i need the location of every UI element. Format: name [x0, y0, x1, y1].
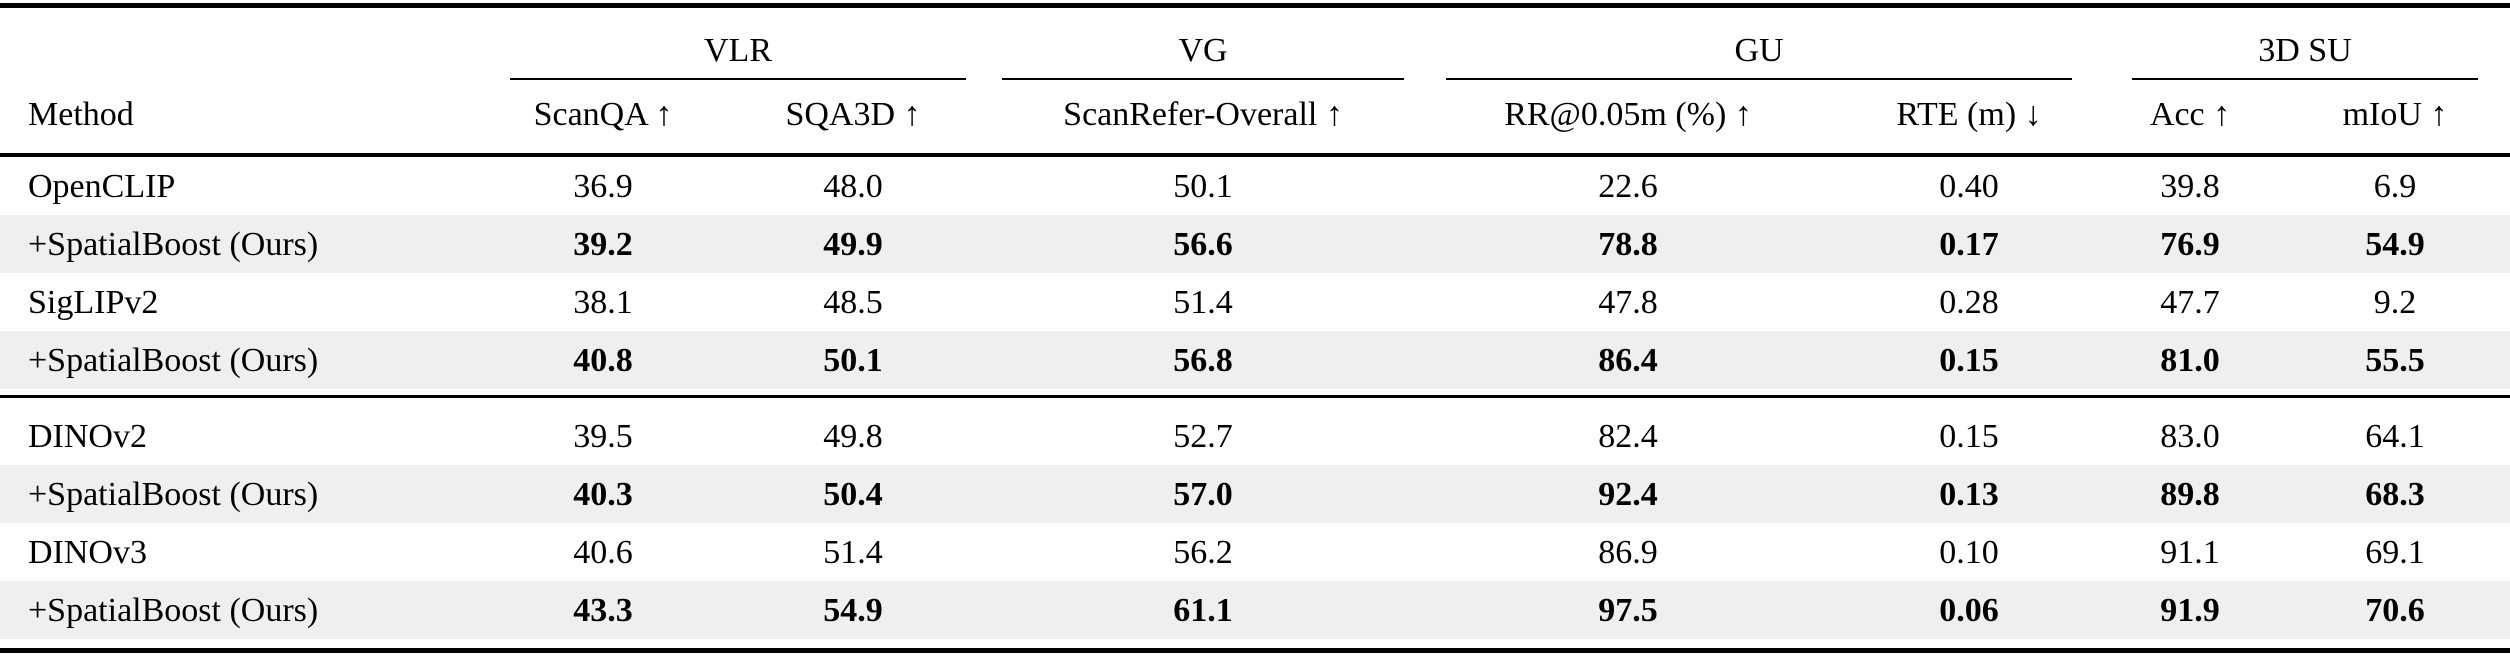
bottom-gap-row	[0, 639, 2510, 651]
group-header-vlr: VLR	[488, 6, 988, 80]
table-row-spatialboost-siglipv2: +SpatialBoost (Ours) 40.8 50.1 56.8 86.4…	[0, 331, 2510, 390]
value-cell: 83.0	[2160, 417, 2220, 455]
value-cell: 22.6	[1598, 167, 1658, 205]
value-cell: 0.15	[1939, 417, 1999, 455]
value-cell: 39.2	[573, 225, 633, 263]
value-cell: 0.13	[1939, 475, 1999, 513]
value-cell: 82.4	[1598, 417, 1658, 455]
column-header-rte: RTE (m) ↓	[1838, 80, 2101, 158]
value-cell: 48.0	[823, 167, 883, 205]
bottom-gap-cell	[0, 639, 2510, 651]
value-cell: 56.8	[1173, 341, 1233, 379]
value-cell: 49.8	[823, 417, 883, 455]
column-header-scanrefer: ScanRefer-Overall ↑	[988, 80, 1418, 158]
value-cell: 39.5	[573, 417, 633, 455]
method-cell: +SpatialBoost (Ours)	[28, 475, 319, 513]
group-header-row: VLR VG GU 3D SU	[0, 6, 2510, 81]
value-cell: 89.8	[2160, 475, 2220, 513]
value-cell: 0.15	[1939, 341, 1999, 379]
group-label-vg: VG	[1178, 31, 1228, 69]
value-cell: 51.4	[823, 533, 883, 571]
value-cell: 54.9	[823, 591, 883, 629]
value-cell: 0.10	[1939, 533, 1999, 571]
group-label-vlr: VLR	[704, 31, 772, 69]
value-cell: 36.9	[573, 167, 633, 205]
value-cell: 6.9	[2373, 167, 2417, 205]
group-header-gu: GU	[1418, 6, 2100, 80]
benchmark-results-table: VLR VG GU 3D SU Method ScanQA ↑ SQA3D ↑ …	[0, 3, 2510, 654]
section-separator-rule	[0, 395, 2510, 399]
value-cell: 0.17	[1939, 225, 1999, 263]
value-cell: 86.9	[1598, 533, 1658, 571]
value-cell: 50.1	[1173, 167, 1233, 205]
value-cell: 49.9	[823, 225, 883, 263]
group-label-3dsu: 3D SU	[2258, 31, 2352, 69]
column-header-rr: RR@0.05m (%) ↑	[1418, 80, 1838, 158]
value-cell: 76.9	[2160, 225, 2220, 263]
column-header-row: Method ScanQA ↑ SQA3D ↑ ScanRefer-Overal…	[0, 80, 2510, 158]
value-cell: 86.4	[1598, 341, 1658, 379]
table-row-siglipv2: SigLIPv2 38.1 48.5 51.4 47.8 0.28 47.7 9…	[0, 273, 2510, 331]
value-cell: 55.5	[2365, 341, 2425, 379]
value-cell: 56.6	[1173, 225, 1233, 263]
group-header-spacer	[0, 6, 488, 81]
value-cell: 54.9	[2365, 225, 2425, 263]
value-cell: 92.4	[1598, 475, 1658, 513]
value-cell: 50.1	[823, 341, 883, 379]
method-cell: DINOv2	[28, 417, 147, 455]
group-header-vg: VG	[988, 6, 1418, 80]
value-cell: 56.2	[1173, 533, 1233, 571]
section-separator-cell	[0, 389, 2510, 408]
table-row-spatialboost-dinov3: +SpatialBoost (Ours) 43.3 54.9 61.1 97.5…	[0, 581, 2510, 640]
value-cell: 64.1	[2365, 417, 2425, 455]
method-cell: +SpatialBoost (Ours)	[28, 225, 319, 263]
value-cell: 68.3	[2365, 475, 2425, 513]
value-cell: 51.4	[1173, 283, 1233, 321]
value-cell: 61.1	[1173, 591, 1233, 629]
column-header-sqa3d: SQA3D ↑	[718, 80, 988, 158]
method-cell: +SpatialBoost (Ours)	[28, 591, 319, 629]
table-row-openclip: OpenCLIP 36.9 48.0 50.1 22.6 0.40 39.8 6…	[0, 155, 2510, 215]
table-row-spatialboost-openclip: +SpatialBoost (Ours) 39.2 49.9 56.6 78.8…	[0, 215, 2510, 274]
value-cell: 78.8	[1598, 225, 1658, 263]
table-row-spatialboost-dinov2: +SpatialBoost (Ours) 40.3 50.4 57.0 92.4…	[0, 465, 2510, 524]
method-cell: SigLIPv2	[28, 283, 159, 321]
column-header-miou: mIoU ↑	[2280, 80, 2510, 158]
value-cell: 38.1	[573, 283, 633, 321]
column-header-method: Method	[0, 80, 488, 158]
value-cell: 0.40	[1939, 167, 1999, 205]
value-cell: 47.7	[2160, 283, 2220, 321]
value-cell: 0.28	[1939, 283, 1999, 321]
value-cell: 70.6	[2365, 591, 2425, 629]
group-header-3dsu: 3D SU	[2100, 6, 2510, 80]
table-row-dinov3: DINOv3 40.6 51.4 56.2 86.9 0.10 91.1 69.…	[0, 523, 2510, 581]
value-cell: 40.6	[573, 533, 633, 571]
value-cell: 9.2	[2373, 283, 2417, 321]
value-cell: 97.5	[1598, 591, 1658, 629]
section-separator-row	[0, 389, 2510, 408]
group-label-gu: GU	[1734, 31, 1784, 69]
method-cell: +SpatialBoost (Ours)	[28, 341, 319, 379]
column-header-acc: Acc ↑	[2100, 80, 2281, 158]
value-cell: 0.06	[1939, 591, 1999, 629]
value-cell: 40.3	[573, 475, 633, 513]
method-cell: OpenCLIP	[28, 167, 176, 205]
value-cell: 43.3	[573, 591, 633, 629]
value-cell: 39.8	[2160, 167, 2220, 205]
value-cell: 40.8	[573, 341, 633, 379]
value-cell: 50.4	[823, 475, 883, 513]
method-cell: DINOv3	[28, 533, 147, 571]
value-cell: 91.1	[2160, 533, 2220, 571]
value-cell: 52.7	[1173, 417, 1233, 455]
value-cell: 81.0	[2160, 341, 2220, 379]
value-cell: 48.5	[823, 283, 883, 321]
value-cell: 47.8	[1598, 283, 1658, 321]
value-cell: 57.0	[1173, 475, 1233, 513]
column-header-scanqa: ScanQA ↑	[488, 80, 718, 158]
table-row-dinov2: DINOv2 39.5 49.8 52.7 82.4 0.15 83.0 64.…	[0, 407, 2510, 465]
value-cell: 69.1	[2365, 533, 2425, 571]
value-cell: 91.9	[2160, 591, 2220, 629]
